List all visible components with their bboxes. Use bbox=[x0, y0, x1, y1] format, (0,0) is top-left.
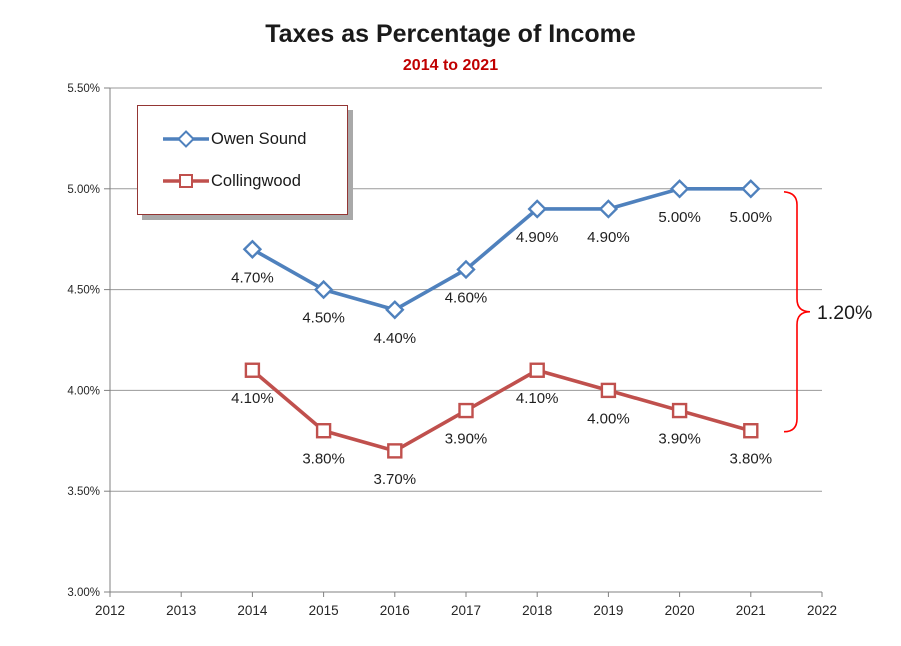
marker-owen-sound bbox=[598, 199, 619, 219]
data-label-collingwood: 4.00% bbox=[587, 410, 630, 427]
data-label-collingwood: 3.80% bbox=[730, 451, 773, 468]
data-label-owen-sound: 4.90% bbox=[587, 229, 630, 246]
x-tick-label: 2012 bbox=[95, 603, 125, 618]
x-tick-label: 2013 bbox=[166, 603, 196, 618]
x-tick-label: 2017 bbox=[451, 603, 481, 618]
marker-collingwood bbox=[743, 423, 759, 439]
marker-collingwood bbox=[244, 362, 261, 378]
data-label-owen-sound: 4.40% bbox=[374, 330, 417, 347]
x-tick-label: 2016 bbox=[380, 603, 410, 618]
x-tick-label: 2019 bbox=[593, 603, 623, 618]
x-tick-label: 2014 bbox=[237, 603, 268, 618]
marker-collingwood bbox=[600, 382, 617, 399]
data-label-collingwood: 3.90% bbox=[445, 431, 488, 448]
data-label-collingwood: 3.90% bbox=[658, 431, 701, 448]
legend-label-owen-sound: Owen Sound bbox=[211, 129, 307, 148]
data-label-owen-sound: 4.50% bbox=[302, 310, 345, 327]
data-label-owen-sound: 5.00% bbox=[730, 209, 773, 226]
marker-collingwood bbox=[315, 423, 332, 439]
marker-owen-sound bbox=[741, 179, 761, 199]
y-tick-label: 4.00% bbox=[67, 385, 100, 397]
x-tick-label: 2018 bbox=[522, 603, 552, 618]
series-line-owen-sound bbox=[250, 187, 753, 312]
chart-subtitle: 2014 to 2021 bbox=[402, 57, 499, 74]
x-tick-label: 2021 bbox=[736, 603, 766, 618]
x-tick-label: 2022 bbox=[807, 603, 837, 618]
data-label-collingwood: 3.80% bbox=[302, 451, 345, 468]
marker-collingwood bbox=[529, 362, 545, 378]
data-label-collingwood: 3.70% bbox=[374, 471, 417, 488]
data-label-collingwood: 4.10% bbox=[516, 390, 559, 407]
marker-collingwood bbox=[458, 402, 474, 419]
marker-collingwood bbox=[671, 402, 688, 419]
collingwood-line-square-icon bbox=[163, 174, 209, 188]
difference-brace-icon bbox=[783, 191, 811, 433]
owen-sound-line-diamond-icon bbox=[163, 130, 209, 148]
data-label-collingwood: 4.10% bbox=[231, 390, 274, 407]
difference-label: 1.20% bbox=[817, 302, 872, 324]
x-tick-label: 2020 bbox=[665, 603, 695, 618]
data-label-owen-sound: 4.70% bbox=[231, 269, 274, 286]
series-line-collingwood bbox=[250, 368, 753, 453]
legend-item-owen-sound[interactable]: Owen Sound bbox=[162, 129, 347, 149]
marker-owen-sound bbox=[456, 259, 476, 280]
marker-collingwood bbox=[387, 443, 403, 459]
marker-owen-sound bbox=[242, 239, 263, 259]
y-tick-label: 5.50% bbox=[67, 83, 100, 95]
marker-owen-sound bbox=[527, 199, 547, 219]
y-tick-label: 3.00% bbox=[67, 587, 100, 599]
y-tick-label: 3.50% bbox=[67, 486, 100, 498]
data-label-owen-sound: 4.90% bbox=[516, 229, 559, 246]
marker-owen-sound bbox=[313, 279, 334, 300]
chart-title: Taxes as Percentage of Income bbox=[265, 20, 636, 48]
data-label-owen-sound: 5.00% bbox=[658, 209, 701, 226]
legend-label-collingwood: Collingwood bbox=[211, 171, 301, 190]
marker-owen-sound bbox=[669, 179, 690, 199]
data-label-owen-sound: 4.60% bbox=[445, 289, 488, 306]
marker-owen-sound bbox=[385, 300, 405, 320]
legend-box[interactable]: Owen Sound Collingwood bbox=[137, 105, 348, 215]
x-tick-label: 2015 bbox=[309, 603, 339, 618]
y-tick-label: 4.50% bbox=[67, 285, 100, 297]
y-tick-label: 5.00% bbox=[67, 184, 100, 196]
legend-item-collingwood[interactable]: Collingwood bbox=[162, 171, 347, 191]
